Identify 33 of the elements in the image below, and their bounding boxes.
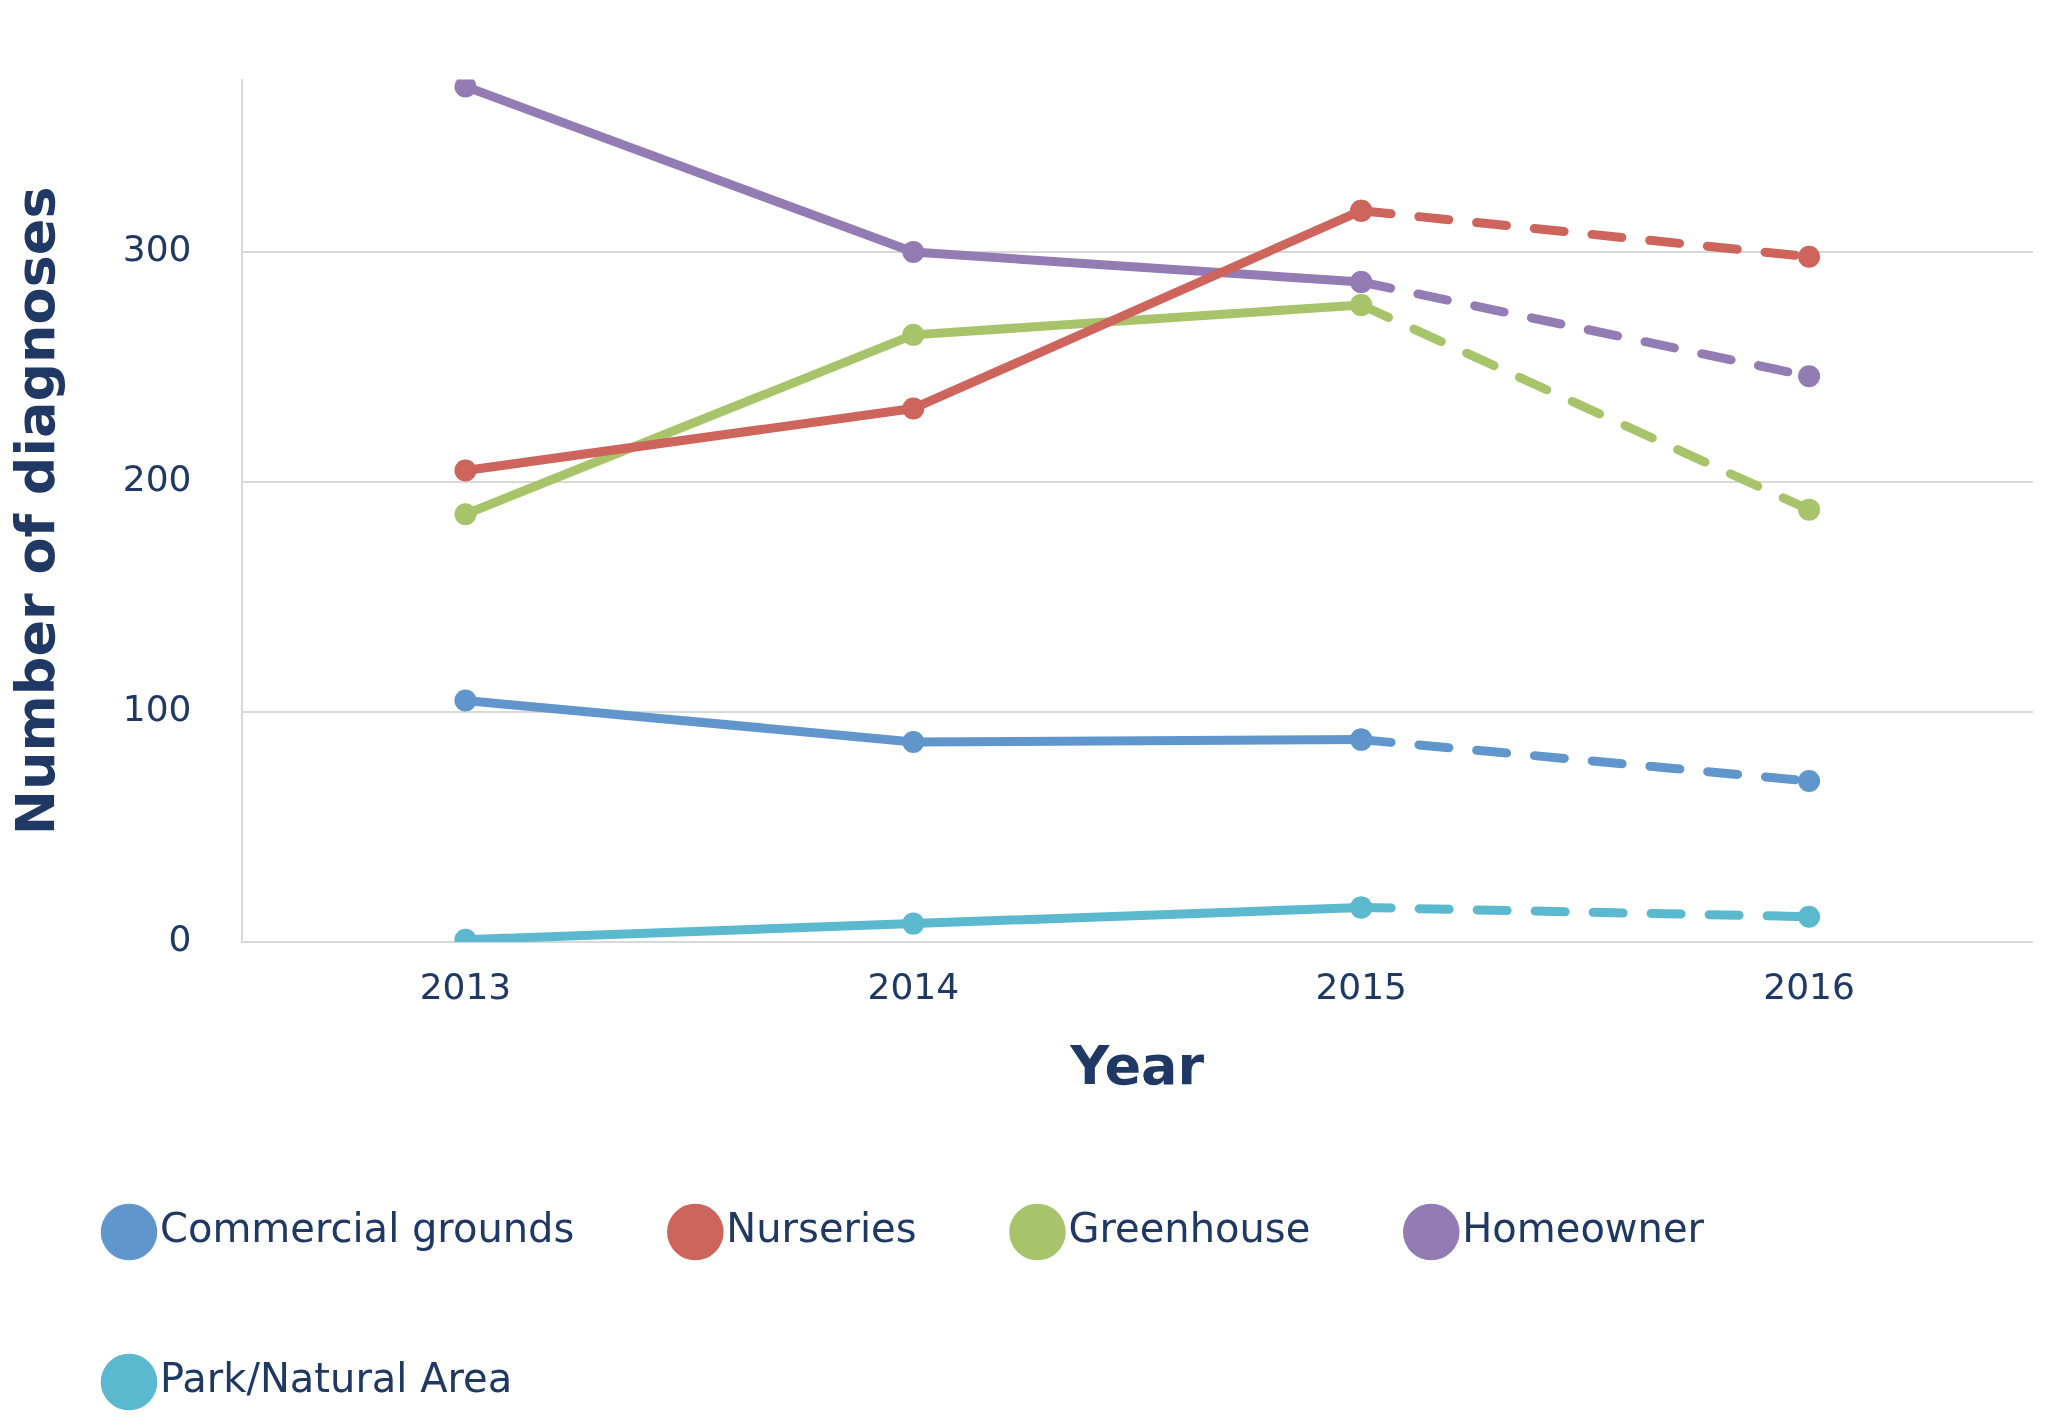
point	[902, 323, 925, 346]
point	[454, 503, 477, 526]
legend-label: Commercial grounds	[160, 1205, 575, 1252]
x-tick-label: 2015	[1315, 965, 1407, 1007]
point	[902, 241, 925, 264]
point	[1350, 199, 1373, 222]
x-axis-title: Year	[1069, 1033, 1205, 1097]
point	[902, 912, 925, 935]
point	[902, 397, 925, 420]
y-tick-label: 100	[122, 688, 192, 730]
point	[1798, 770, 1821, 793]
y-tick-label: 0	[168, 918, 192, 960]
point	[454, 689, 477, 712]
y-tick-label: 300	[122, 228, 192, 270]
x-tick-label: 2013	[419, 965, 512, 1007]
y-axis-title: Number of diagnoses	[4, 186, 68, 836]
y-tick-label: 200	[122, 458, 192, 500]
point	[1798, 498, 1821, 521]
point	[902, 730, 925, 753]
point	[1798, 365, 1821, 388]
point	[1798, 245, 1821, 268]
point	[1350, 896, 1373, 919]
point	[1350, 270, 1373, 293]
legend-label: Homeowner	[1462, 1205, 1705, 1252]
point	[1350, 728, 1373, 751]
legend-label: Nurseries	[726, 1205, 917, 1252]
legend-label: Greenhouse	[1068, 1205, 1311, 1252]
point	[454, 459, 477, 482]
x-tick-label: 2014	[867, 965, 960, 1007]
x-tick-label: 2016	[1763, 965, 1855, 1007]
point	[1798, 905, 1821, 928]
point	[1350, 293, 1373, 316]
legend-label: Park/Natural Area	[160, 1355, 513, 1402]
